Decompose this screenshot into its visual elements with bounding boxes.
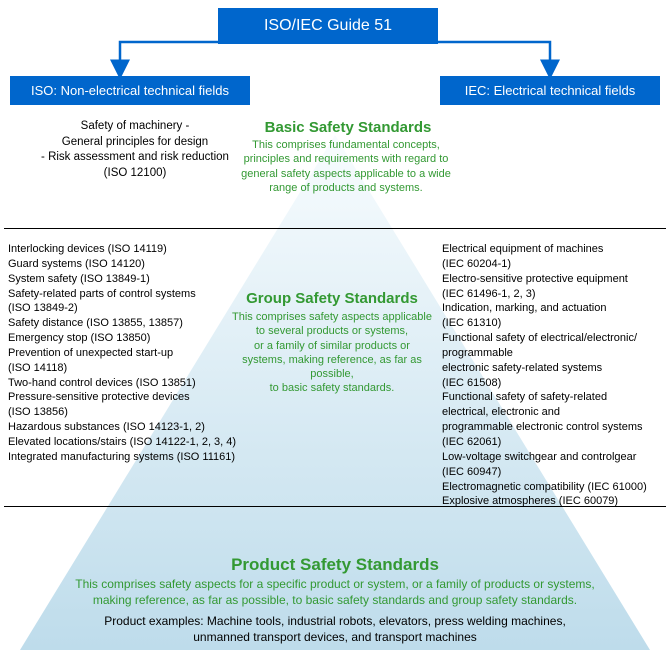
list-item: (IEC 60947) <box>442 465 670 480</box>
list-item: (ISO 13849-2) <box>8 301 268 316</box>
list-item: (IEC 60204-1) <box>442 257 670 272</box>
basic-heading: Basic Safety Standards <box>238 119 458 136</box>
basic-desc: This comprises fundamental concepts, pri… <box>234 138 458 195</box>
list-item: (IEC 61508) <box>442 376 670 391</box>
list-item: Pressure-sensitive protective devices <box>8 390 268 405</box>
basic-left-note: Safety of machinery - General principles… <box>25 119 245 181</box>
product-examples: Product examples: Machine tools, industr… <box>80 613 590 645</box>
list-item: programmable electronic control systems <box>442 420 670 435</box>
iec-box: IEC: Electrical technical fields <box>440 76 660 105</box>
list-item: Electromagnetic compatibility (IEC 61000… <box>442 480 670 495</box>
list-item: Safety distance (ISO 13855, 13857) <box>8 316 268 331</box>
list-item: Two-hand control devices (ISO 13851) <box>8 376 268 391</box>
guide-title-box: ISO/IEC Guide 51 <box>218 8 438 44</box>
list-item: electronic safety-related systems <box>442 361 670 376</box>
iso-label: ISO: Non-electrical technical fields <box>31 83 229 98</box>
list-item: Functional safety of safety-related <box>442 390 670 405</box>
list-item: Indication, marking, and actuation <box>442 301 670 316</box>
list-item: (IEC 62061) <box>442 435 670 450</box>
list-item: Prevention of unexpected start-up <box>8 346 268 361</box>
list-item: Functional safety of electrical/electron… <box>442 331 670 346</box>
product-desc: This comprises safety aspects for a spec… <box>70 577 600 608</box>
list-item: Integrated manufacturing systems (ISO 11… <box>8 450 268 465</box>
list-item: Elevated locations/stairs (ISO 14122-1, … <box>8 435 268 450</box>
list-item: Explosive atmospheres (IEC 60079) <box>442 494 670 509</box>
group-left-list: Interlocking devices (ISO 14119)Guard sy… <box>8 242 268 465</box>
group-right-list: Electrical equipment of machines (IEC 60… <box>442 242 670 509</box>
list-item: Safety-related parts of control systems <box>8 287 268 302</box>
product-heading: Product Safety Standards <box>100 555 570 575</box>
list-item: System safety (ISO 13849-1) <box>8 272 268 287</box>
group-desc: This comprises safety aspects applicable… <box>232 310 432 396</box>
iso-box: ISO: Non-electrical technical fields <box>10 76 250 105</box>
list-item: (IEC 61496-1, 2, 3) <box>442 287 670 302</box>
guide-title: ISO/IEC Guide 51 <box>264 17 392 34</box>
list-item: Electrical equipment of machines <box>442 242 670 257</box>
list-item: programmable <box>442 346 670 361</box>
list-item: Low-voltage switchgear and controlgear <box>442 450 670 465</box>
list-item: (ISO 14118) <box>8 361 268 376</box>
list-item: (ISO 13856) <box>8 405 268 420</box>
list-item: Interlocking devices (ISO 14119) <box>8 242 268 257</box>
list-item: Electro-sensitive protective equipment <box>442 272 670 287</box>
iec-label: IEC: Electrical technical fields <box>465 83 636 98</box>
list-item: Emergency stop (ISO 13850) <box>8 331 268 346</box>
list-item: Hazardous substances (ISO 14123-1, 2) <box>8 420 268 435</box>
list-item: Guard systems (ISO 14120) <box>8 257 268 272</box>
divider-1 <box>4 228 666 229</box>
list-item: electrical, electronic and <box>442 405 670 420</box>
group-heading: Group Safety Standards <box>232 290 432 307</box>
list-item: (IEC 61310) <box>442 316 670 331</box>
